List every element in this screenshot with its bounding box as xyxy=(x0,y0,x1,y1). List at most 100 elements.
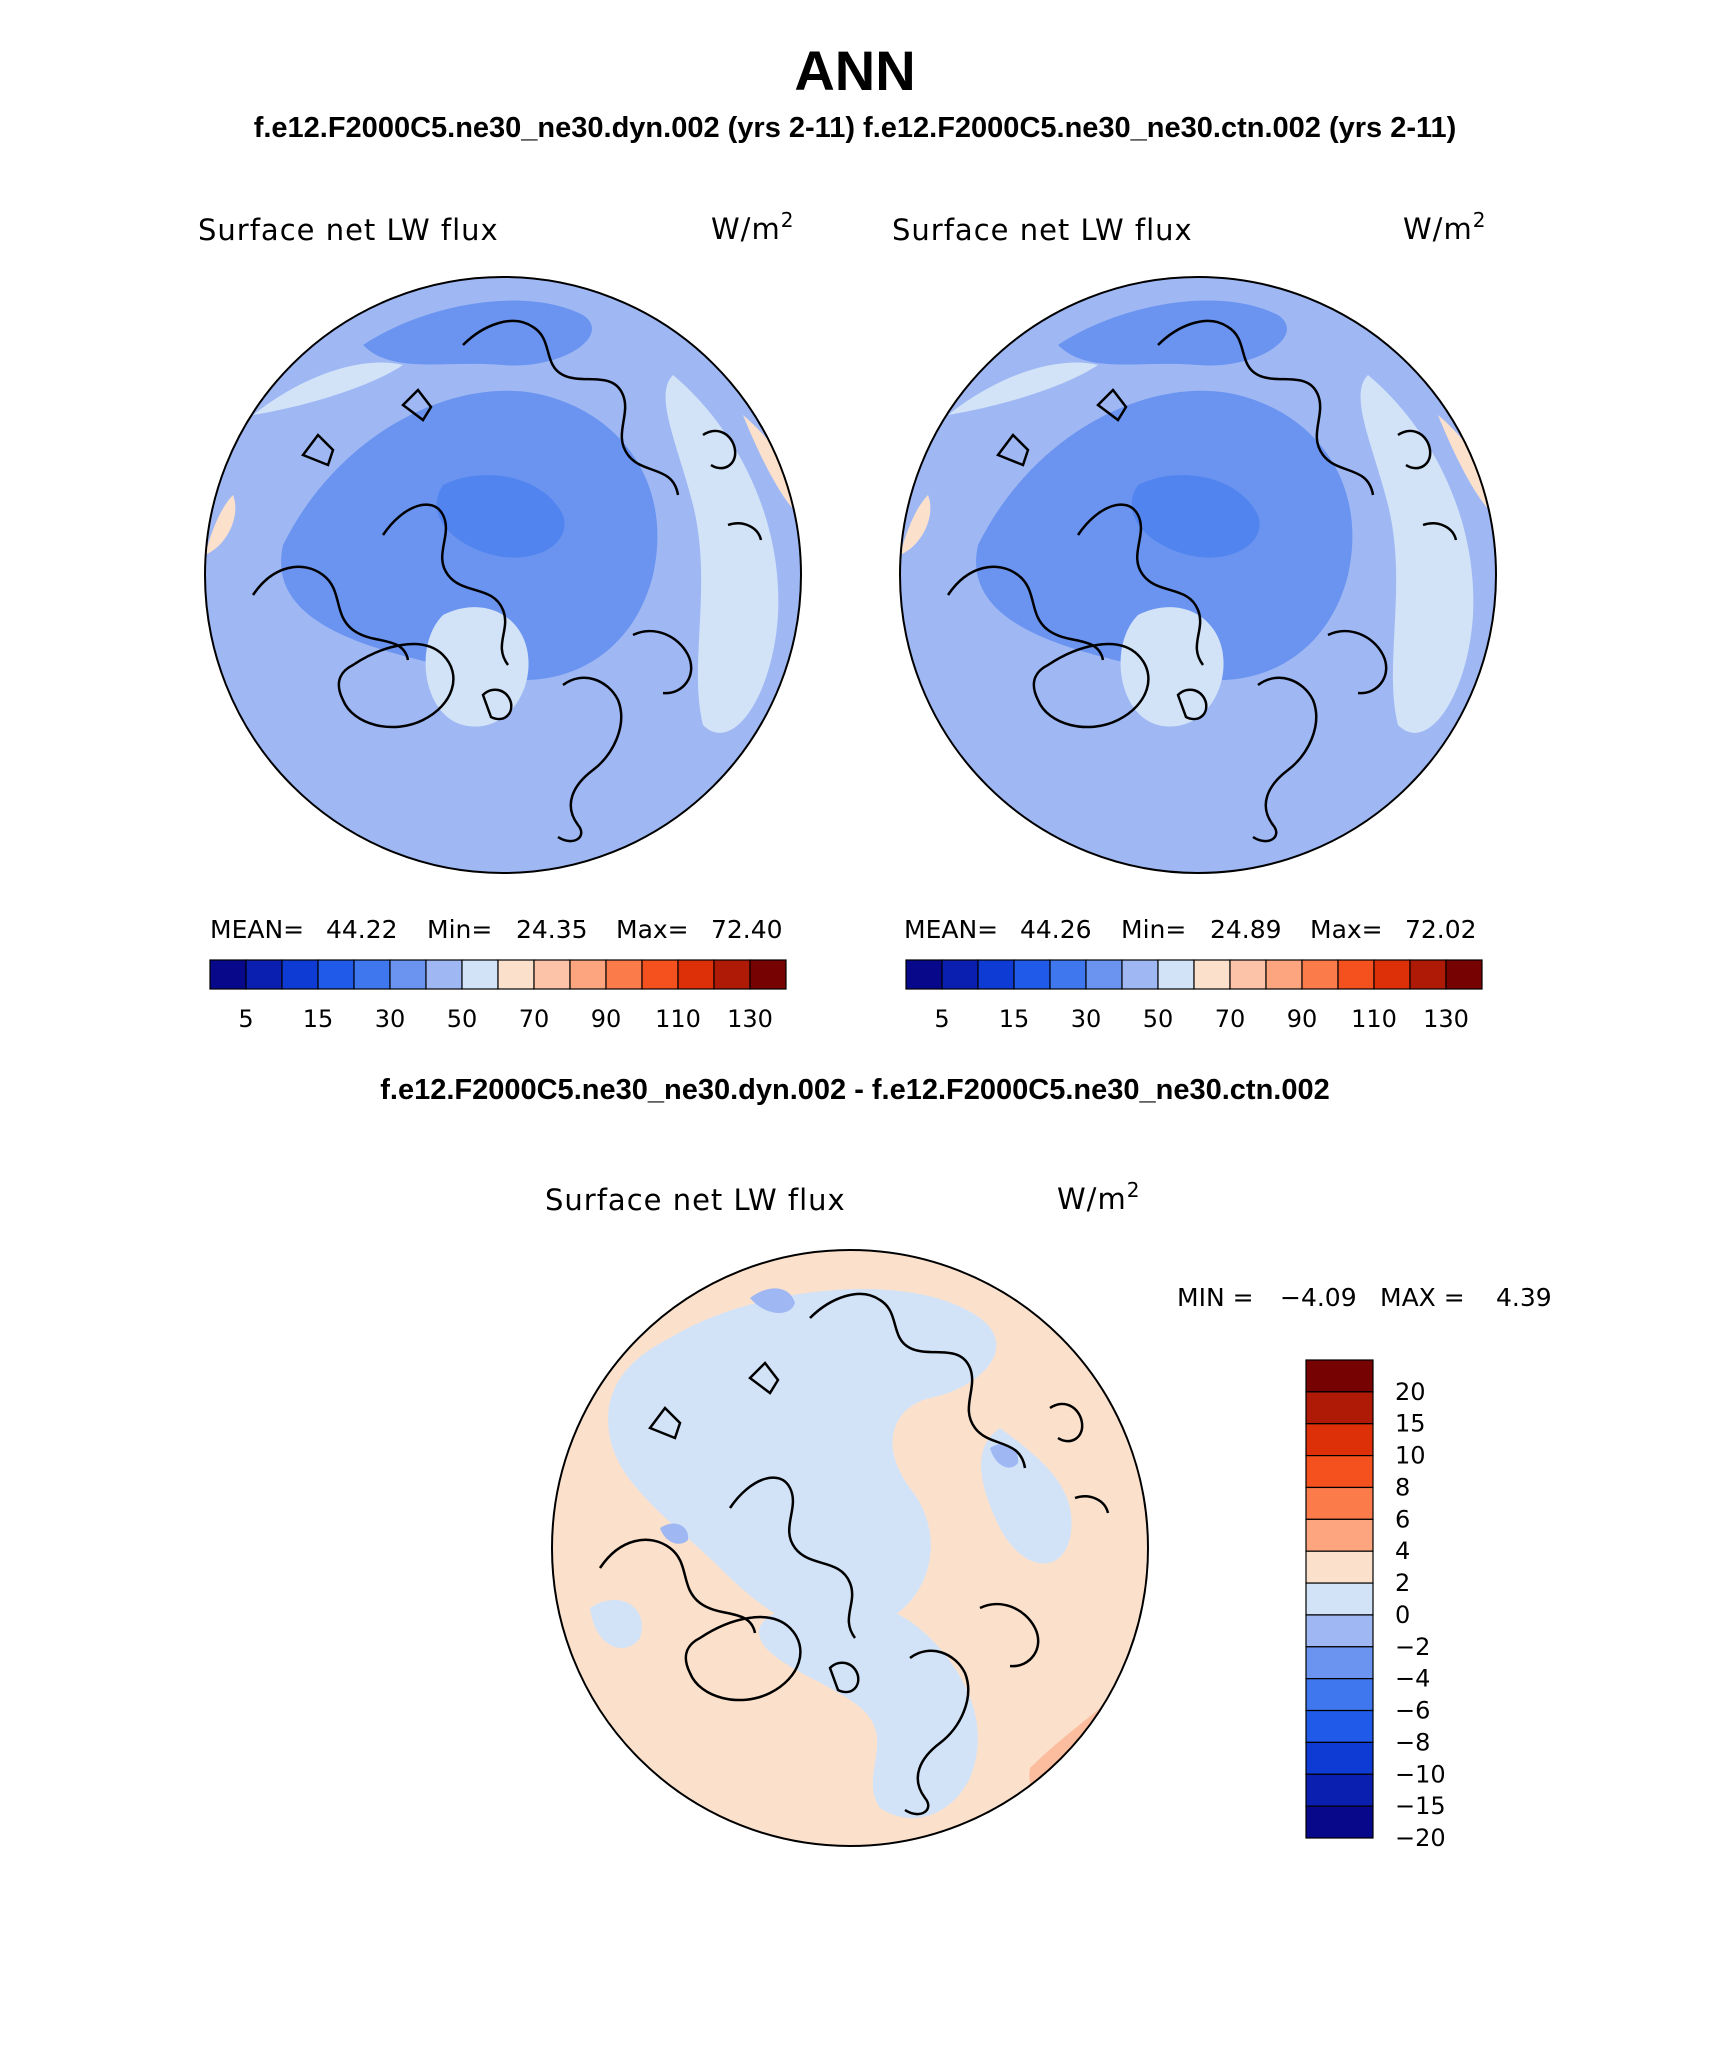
diff-min-label: MIN = xyxy=(1177,1283,1254,1312)
panel2-colorbar-box xyxy=(1301,959,1339,990)
panel2-colorbar-box xyxy=(1121,959,1159,990)
diff-colorbar-box xyxy=(1305,1709,1374,1743)
panel2-colorbar-box xyxy=(1085,959,1123,990)
panel2-colorbar-box xyxy=(1193,959,1231,990)
panel1-colorbar: 5 15 30 50 70 90 110 130 xyxy=(209,959,787,1033)
diff-max-value: 4.39 xyxy=(1496,1283,1552,1312)
panel1-colorbar-box xyxy=(281,959,319,990)
diff-colorbar-tick-label: −8 xyxy=(1395,1728,1430,1756)
diff-colorbar-tick-label: −4 xyxy=(1395,1665,1430,1693)
panel1-colorbar-tick-label: 90 xyxy=(591,1005,622,1033)
diff-colorbar-box xyxy=(1305,1614,1374,1648)
panel1-units-base: W/m xyxy=(711,212,781,246)
diff-colorbar-box xyxy=(1305,1805,1374,1839)
panel2-colorbar-box xyxy=(977,959,1015,990)
panel2-colorbar-box xyxy=(905,959,943,990)
diff-colorbar-tick-label: 2 xyxy=(1395,1569,1410,1597)
panel2-colorbar-tick-label: 110 xyxy=(1351,1005,1397,1033)
diff-colorbar-box xyxy=(1305,1773,1374,1807)
diff-colorbar-tick-label: −6 xyxy=(1395,1697,1430,1725)
main-title: ANN xyxy=(794,39,916,102)
panel2-max-value: 72.02 xyxy=(1405,915,1477,944)
diff-colorbar-box xyxy=(1305,1678,1374,1712)
diff-colorbar-box xyxy=(1305,1391,1374,1425)
panel2-colorbar-tick-label: 15 xyxy=(999,1005,1030,1033)
panel1-colorbar-tick-label: 15 xyxy=(303,1005,334,1033)
diff-min-value: −4.09 xyxy=(1280,1283,1357,1312)
panel1-colorbar-tick-label: 30 xyxy=(375,1005,406,1033)
panel1-colorbar-tick-label: 110 xyxy=(655,1005,701,1033)
panel2-colorbar-tick-label: 130 xyxy=(1423,1005,1469,1033)
panel2-mean-value: 44.26 xyxy=(1020,915,1092,944)
panel2-colorbar-tick-label: 30 xyxy=(1071,1005,1102,1033)
diff-units-base: W/m xyxy=(1057,1182,1127,1216)
panel2-colorbar-tick-label: 50 xyxy=(1143,1005,1174,1033)
diff-colorbar-tick-label: 20 xyxy=(1395,1378,1426,1406)
panel2-colorbar-box xyxy=(1157,959,1195,990)
panel2-polar-map xyxy=(899,276,1497,874)
diff-colorbar-tick-label: 10 xyxy=(1395,1442,1426,1470)
panel2-max-label: Max= xyxy=(1310,915,1383,944)
panel2-units: W/m2 xyxy=(1403,208,1486,246)
panel2-units-exponent: 2 xyxy=(1472,208,1487,232)
panel1-colorbar-box xyxy=(713,959,751,990)
panel1-colorbar-box xyxy=(461,959,499,990)
panel2-colorbar-box xyxy=(941,959,979,990)
panel1-colorbar-box xyxy=(677,959,715,990)
panel1-polar-map xyxy=(204,276,802,874)
panel1-max-label: Max= xyxy=(616,915,689,944)
panel1-colorbar-tick-label: 70 xyxy=(519,1005,550,1033)
diff-colorbar-tick-label: 6 xyxy=(1395,1505,1410,1533)
panel2-colorbar-box xyxy=(1445,959,1483,990)
panel1-colorbar-tick-label: 130 xyxy=(727,1005,773,1033)
panel1-colorbar-box xyxy=(209,959,247,990)
diff-polar-map xyxy=(551,1249,1149,1847)
panel2-colorbar-box xyxy=(1229,959,1267,990)
diff-colorbar-tick-label: 15 xyxy=(1395,1410,1426,1438)
diff-colorbar-tick-label: −20 xyxy=(1395,1824,1446,1852)
panel2-colorbar-tick-label: 70 xyxy=(1215,1005,1246,1033)
panel2-contour-fill xyxy=(900,277,1496,873)
panel2-units-base: W/m xyxy=(1403,212,1473,246)
panel1-colorbar-box xyxy=(317,959,355,990)
diff-colorbar-tick-label: 4 xyxy=(1395,1537,1410,1565)
panel1-colorbar-box xyxy=(749,959,787,990)
diff-colorbar-box xyxy=(1305,1486,1374,1520)
panel1-max-value: 72.40 xyxy=(711,915,783,944)
panel1-colorbar-tick-label: 5 xyxy=(238,1005,253,1033)
diff-units: W/m2 xyxy=(1057,1178,1140,1216)
panel1-colorbar-box xyxy=(497,959,535,990)
panel2-colorbar-box xyxy=(1049,959,1087,990)
panel1-colorbar-box xyxy=(569,959,607,990)
panel1-mean-value: 44.22 xyxy=(326,915,398,944)
diff-max-label: MAX = xyxy=(1380,1283,1465,1312)
panel1-colorbar-box xyxy=(425,959,463,990)
panel2-colorbar-box xyxy=(1013,959,1051,990)
panel1-variable-title: Surface net LW flux xyxy=(198,213,499,247)
panel1-colorbar-box xyxy=(641,959,679,990)
panel1-colorbar-box xyxy=(533,959,571,990)
diff-colorbar-box xyxy=(1305,1454,1374,1489)
diff-colorbar-tick-label: 0 xyxy=(1395,1601,1410,1629)
diff-colorbar-box xyxy=(1305,1518,1374,1552)
diff-colorbar-box xyxy=(1305,1741,1374,1775)
panel1-colorbar-box xyxy=(389,959,427,990)
panel1-colorbar-box xyxy=(245,959,283,990)
diff-colorbar-box xyxy=(1305,1582,1374,1616)
panel2-min-value: 24.89 xyxy=(1210,915,1282,944)
case-names-title: f.e12.F2000C5.ne30_ne30.dyn.002 (yrs 2-1… xyxy=(253,112,1457,144)
panel2-colorbar-tick-label: 5 xyxy=(934,1005,949,1033)
panel2-map-boundary xyxy=(899,276,1497,874)
diff-colorbar-box xyxy=(1305,1550,1374,1584)
diff-colorbar-tick-label: −15 xyxy=(1395,1792,1446,1820)
panel1-colorbar-tick-label: 50 xyxy=(447,1005,478,1033)
diff-units-exponent: 2 xyxy=(1126,1178,1141,1202)
panel2-colorbar-box xyxy=(1409,959,1447,990)
panel2-colorbar-tick-label: 90 xyxy=(1287,1005,1318,1033)
panel2-colorbar-box xyxy=(1265,959,1303,990)
diff-map-boundary xyxy=(551,1249,1149,1847)
panel1-map-boundary xyxy=(204,276,802,874)
diff-colorbar-box xyxy=(1305,1359,1374,1393)
